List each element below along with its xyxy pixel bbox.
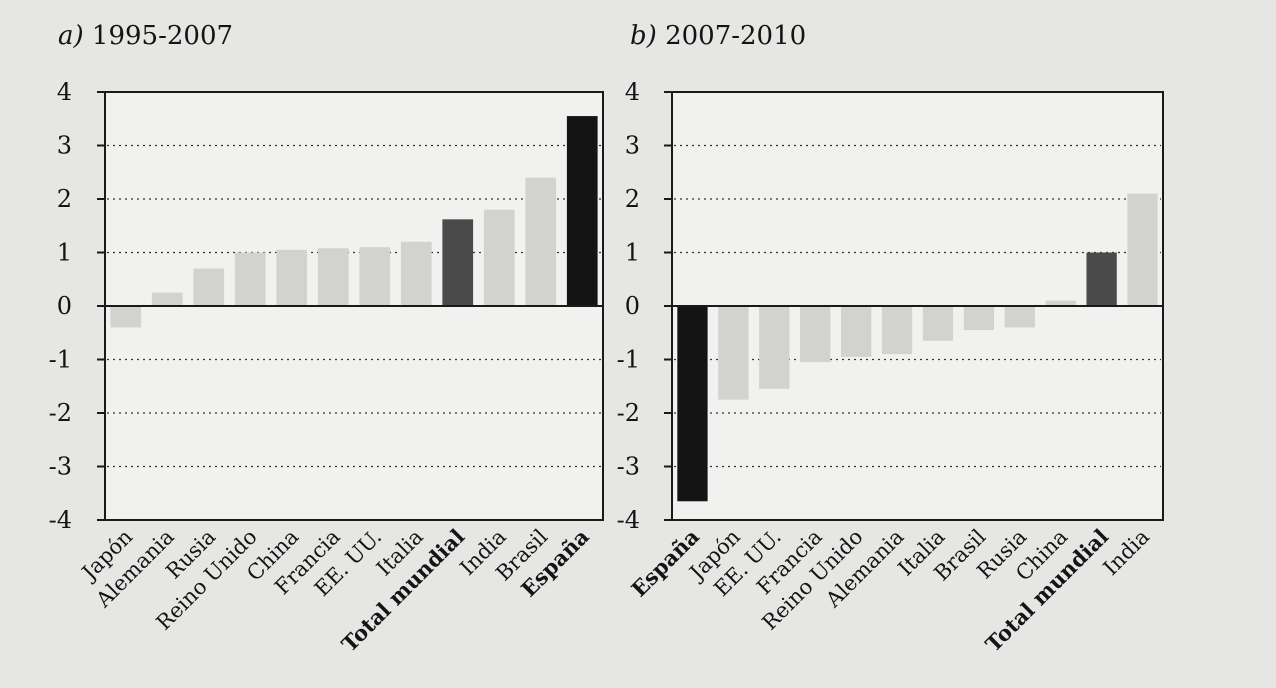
panel-b-ytick-label: -3 [617,453,640,481]
panel-a-ytick-label: -4 [49,506,72,534]
panel-a-ytick-label: 2 [57,185,72,213]
bar-brasil [963,306,995,331]
panel-b-ytick-label: 2 [625,185,640,213]
panel-a-ytick-label: 3 [57,132,72,160]
bar-alemania [151,292,183,306]
panel-b-title-letter: b) [630,21,657,51]
bar-china [1045,300,1076,306]
bar-espana [566,116,598,306]
bar-total-mundial [442,219,474,306]
panel-a-title-text: 1995-2007 [92,21,233,51]
panel-b-ytick-label: 4 [625,78,640,106]
panel-b-ytick-label: -2 [617,399,640,427]
panel-a-ytick-label: -2 [49,399,72,427]
panel-b-title: b) 2007-2010 [630,21,806,51]
panel-b-ytick-label: -4 [617,506,640,534]
bar-alemania [881,306,913,355]
panel-b-title-text: 2007-2010 [665,21,806,51]
panel-a: a) 1995-2007 43210-1-2-3-4JapónAlemaniaR… [49,21,604,657]
panel-a-title: a) 1995-2007 [58,21,233,51]
bar-ee-uu [759,306,790,389]
panel-a-ytick-label: -3 [49,453,72,481]
bar-espana [677,306,708,502]
panel-b: b) 2007-2010 43210-1-2-3-4EspañaJapónEE.… [617,21,1164,657]
bar-reino-unido [840,306,872,357]
panel-a-ytick-label: 1 [57,239,72,267]
panel-b-ytick-label: 3 [625,132,640,160]
bar-china [276,249,308,306]
bar-japon [110,306,142,328]
panel-a-ytick-label: -1 [49,346,72,374]
bar-francia [800,306,831,363]
bar-japon [718,306,749,400]
bar-total-mundial [1086,252,1117,306]
bar-ee-uu [359,247,391,306]
panel-a-title-letter: a) [58,21,84,51]
bar-italia [400,241,432,306]
bar-brasil [525,177,557,306]
panel-b-ytick-label: 1 [625,239,640,267]
bar-india [1127,193,1158,306]
panel-b-ytick-label: -1 [617,346,640,374]
category-label-india: India [1099,525,1155,581]
panel-a-ytick-label: 4 [57,78,72,106]
bar-reino-unido [234,252,266,306]
bar-italia [922,306,954,341]
bar-rusia [1004,306,1035,328]
panel-a-ytick-label: 0 [57,292,72,320]
bar-india [483,209,515,306]
panel-b-ytick-label: 0 [625,292,640,320]
bar-rusia [193,268,225,306]
bar-francia [317,248,349,306]
